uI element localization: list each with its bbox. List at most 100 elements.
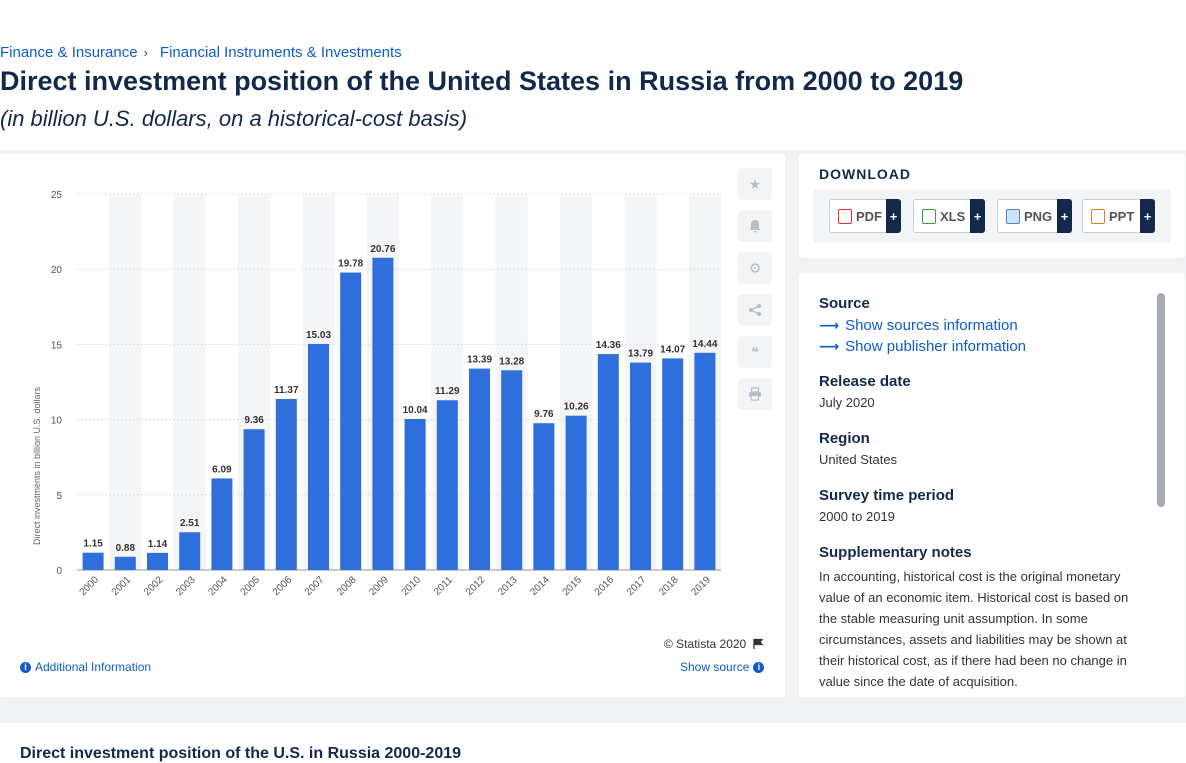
background-stripe — [173, 194, 206, 570]
data-label: 1.15 — [83, 539, 103, 550]
x-tick-label: 2005 — [239, 574, 263, 598]
show-publisher-link[interactable]: ⟶ Show publisher information — [819, 338, 1149, 355]
related-title[interactable]: Direct investment position of the U.S. i… — [20, 745, 462, 762]
share-icon[interactable] — [738, 294, 772, 326]
bar — [501, 370, 523, 570]
data-label: 0.88 — [116, 543, 136, 554]
data-label: 13.79 — [628, 349, 653, 360]
bar — [694, 352, 716, 570]
data-label: 1.14 — [148, 539, 168, 550]
x-tick-label: 2011 — [432, 574, 455, 597]
notification-bell-icon[interactable] — [738, 210, 772, 242]
data-label: 15.03 — [306, 330, 331, 341]
breadcrumb: Finance & Insurance › Financial Instrume… — [0, 44, 402, 61]
x-tick-label: 2016 — [593, 574, 617, 598]
download-card: DOWNLOAD PDF + XLS + PNG + PPT + — [799, 154, 1185, 258]
data-label: 14.44 — [692, 339, 717, 350]
pdf-file-icon — [838, 209, 852, 224]
y-tick-label: 0 — [56, 566, 62, 577]
download-buttons: PDF + XLS + PNG + PPT + — [813, 189, 1171, 243]
data-label: 11.29 — [435, 386, 460, 397]
header-area — [0, 0, 1186, 150]
x-tick-label: 2004 — [206, 574, 230, 598]
x-tick-label: 2018 — [657, 574, 681, 598]
favorite-star-icon[interactable]: ★ — [738, 168, 772, 200]
bar — [469, 368, 490, 570]
additional-information-link[interactable]: i Additional Information — [20, 660, 151, 674]
x-tick-label: 2017 — [625, 574, 649, 598]
show-source-link[interactable]: Show source i — [680, 660, 765, 674]
bar — [372, 257, 394, 570]
x-tick-label: 2003 — [174, 574, 198, 598]
release-date-heading: Release date — [819, 373, 911, 390]
arrow-right-icon: ⟶ — [819, 317, 840, 333]
region-heading: Region — [819, 430, 870, 447]
source-card: Source ⟶ Show sources information ⟶ Show… — [799, 273, 1185, 697]
copyright-text: © Statista 2020 — [664, 637, 747, 651]
download-png-button[interactable]: PNG + — [997, 199, 1072, 233]
breadcrumb-item-finance[interactable]: Finance & Insurance — [0, 44, 138, 61]
x-tick-label: 2014 — [528, 574, 552, 598]
download-ppt-plus[interactable]: + — [1140, 199, 1155, 233]
data-label: 2.51 — [180, 518, 200, 529]
bar — [147, 552, 168, 570]
x-tick-label: 2015 — [561, 574, 585, 598]
source-heading: Source — [819, 295, 870, 312]
download-ppt-button[interactable]: PPT + — [1082, 199, 1155, 233]
bar — [662, 358, 684, 570]
download-xls-plus[interactable]: + — [970, 199, 985, 233]
release-date-value: July 2020 — [819, 395, 875, 410]
chart-card: 0 5 10 15 20 25 1.15 0.88 1.14 2.51 6.09 9.36 11.37… — [0, 154, 785, 697]
data-label: 13.39 — [467, 355, 492, 366]
flag-icon[interactable] — [752, 638, 764, 650]
y-tick-label: 20 — [51, 265, 63, 276]
bar — [597, 354, 619, 570]
show-source-label: Show source — [680, 660, 750, 674]
background-stripe — [109, 194, 142, 570]
download-heading: DOWNLOAD — [819, 166, 911, 182]
citation-quote-icon[interactable]: ❝ — [738, 336, 772, 368]
x-tick-label: 2002 — [142, 574, 166, 598]
bar — [243, 429, 265, 570]
page-title: Direct investment position of the United… — [0, 66, 964, 96]
download-xls-button[interactable]: XLS + — [913, 199, 985, 233]
data-label: 9.36 — [244, 415, 264, 426]
show-sources-link[interactable]: ⟶ Show sources information — [819, 317, 1149, 334]
y-tick-label: 10 — [51, 416, 63, 427]
source-content: Source ⟶ Show sources information ⟶ Show… — [819, 295, 1149, 692]
bar — [308, 343, 329, 570]
survey-period-value: 2000 to 2019 — [819, 509, 895, 524]
data-label: 20.76 — [370, 244, 395, 255]
download-png-label: PNG — [1024, 208, 1053, 224]
ppt-file-icon — [1091, 209, 1105, 224]
x-tick-label: 2007 — [303, 574, 327, 598]
data-label: 10.26 — [564, 402, 589, 413]
source-scrollbar[interactable] — [1157, 293, 1165, 507]
download-pdf-button[interactable]: PDF + — [829, 199, 901, 233]
breadcrumb-item-instruments[interactable]: Financial Instruments & Investments — [159, 44, 402, 61]
download-xls-label: XLS — [940, 208, 966, 224]
y-axis-label: Direct investments in billion U.S. dolla… — [32, 386, 42, 545]
print-icon[interactable] — [738, 378, 772, 410]
settings-gear-icon[interactable]: ⚙ — [738, 252, 772, 284]
bar — [436, 400, 458, 570]
additional-information-label: Additional Information — [35, 660, 152, 674]
x-tick-label: 2006 — [271, 574, 295, 598]
bar — [211, 478, 233, 570]
info-icon: i — [753, 661, 765, 673]
download-png-plus[interactable]: + — [1057, 199, 1072, 233]
x-tick-label: 2008 — [335, 574, 359, 598]
bar — [179, 532, 201, 570]
y-tick-label: 25 — [51, 190, 63, 201]
download-pdf-plus[interactable]: + — [886, 199, 901, 233]
bar — [565, 415, 587, 570]
survey-period-heading: Survey time period — [819, 487, 955, 504]
data-label: 14.36 — [596, 340, 621, 351]
x-tick-label: 2013 — [496, 574, 520, 598]
bar — [533, 423, 555, 570]
bar — [275, 398, 297, 570]
related-card: Direct investment position of the U.S. i… — [0, 723, 1186, 763]
show-sources-label: Show sources information — [845, 317, 1018, 334]
show-publisher-label: Show publisher information — [845, 338, 1027, 355]
info-icon: i — [20, 661, 31, 673]
